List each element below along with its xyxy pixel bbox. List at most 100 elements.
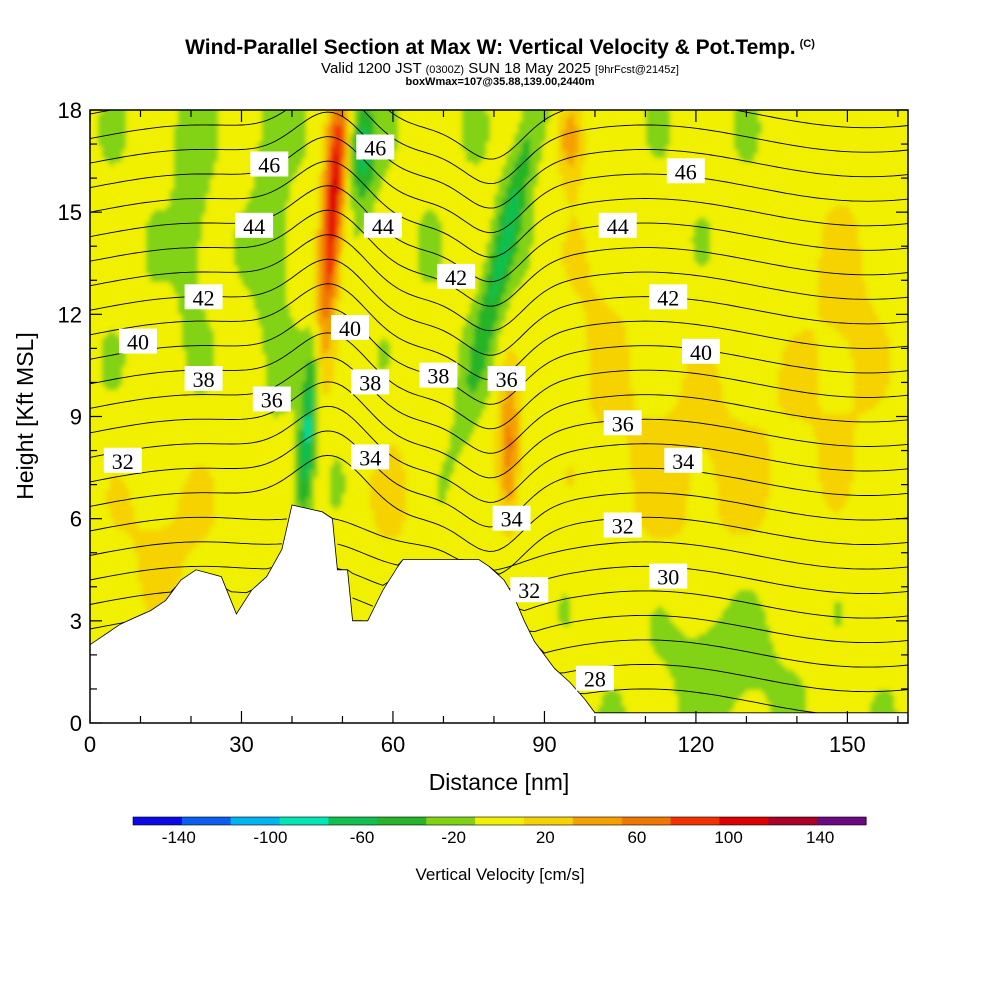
velocity-cell: [494, 150, 499, 155]
velocity-cell: [414, 178, 419, 183]
velocity-cell: [666, 198, 671, 203]
velocity-cell: [110, 174, 115, 179]
velocity-cell: [766, 118, 771, 123]
velocity-cell: [638, 114, 643, 119]
velocity-cell: [130, 162, 135, 167]
velocity-cell: [862, 198, 867, 203]
velocity-cell: [866, 146, 871, 151]
velocity-cell: [562, 138, 567, 143]
velocity-cell: [418, 134, 423, 139]
velocity-cell: [878, 162, 883, 167]
velocity-cell: [154, 134, 159, 139]
velocity-cell: [830, 138, 835, 143]
velocity-cell: [850, 158, 855, 163]
velocity-cell: [866, 138, 871, 143]
velocity-cell: [166, 134, 171, 139]
velocity-cell: [754, 154, 759, 159]
velocity-cell: [430, 190, 435, 195]
velocity-cell: [654, 186, 659, 191]
velocity-cell: [846, 134, 851, 139]
velocity-cell: [222, 182, 227, 187]
velocity-cell: [238, 150, 243, 155]
velocity-cell: [710, 146, 715, 151]
velocity-cell: [586, 130, 591, 135]
velocity-cell: [694, 190, 699, 195]
velocity-cell: [714, 138, 719, 143]
velocity-cell: [242, 142, 247, 147]
velocity-cell: [298, 182, 303, 187]
velocity-cell: [206, 150, 211, 155]
velocity-cell: [698, 194, 703, 199]
velocity-cell: [846, 118, 851, 123]
velocity-cell: [726, 118, 731, 123]
velocity-cell: [778, 194, 783, 199]
velocity-cell: [542, 198, 547, 203]
velocity-cell: [382, 170, 387, 175]
velocity-cell: [294, 194, 299, 199]
velocity-cell: [150, 190, 155, 195]
velocity-cell: [774, 178, 779, 183]
velocity-cell: [478, 142, 483, 147]
velocity-cell: [486, 130, 491, 135]
velocity-cell: [146, 186, 151, 191]
velocity-cell: [266, 126, 271, 131]
velocity-cell: [290, 146, 295, 151]
velocity-cell: [710, 162, 715, 167]
velocity-cell: [630, 190, 635, 195]
velocity-cell: [526, 170, 531, 175]
velocity-cell: [102, 198, 107, 203]
velocity-cell: [710, 150, 715, 155]
velocity-cell: [514, 158, 519, 163]
velocity-cell: [250, 134, 255, 139]
velocity-cell: [866, 122, 871, 127]
velocity-cell: [514, 186, 519, 191]
velocity-cell: [810, 134, 815, 139]
velocity-cell: [822, 154, 827, 159]
velocity-cell: [146, 122, 151, 127]
velocity-cell: [278, 194, 283, 199]
velocity-cell: [642, 142, 647, 147]
velocity-cell: [210, 122, 215, 127]
velocity-cell: [718, 194, 723, 199]
velocity-cell: [706, 118, 711, 123]
velocity-cell: [306, 182, 311, 187]
velocity-cell: [250, 138, 255, 143]
velocity-cell: [226, 186, 231, 191]
velocity-cell: [230, 114, 235, 119]
velocity-cell: [870, 118, 875, 123]
velocity-cell: [402, 182, 407, 187]
velocity-cell: [642, 154, 647, 159]
velocity-cell: [202, 174, 207, 179]
velocity-cell: [882, 130, 887, 135]
velocity-cell: [102, 126, 107, 131]
velocity-cell: [814, 190, 819, 195]
velocity-cell: [806, 190, 811, 195]
velocity-cell: [554, 198, 559, 203]
velocity-cell: [438, 166, 443, 171]
velocity-cell: [806, 150, 811, 155]
velocity-cell: [846, 150, 851, 155]
velocity-cell: [158, 154, 163, 159]
velocity-cell: [262, 186, 267, 191]
velocity-cell: [498, 122, 503, 127]
velocity-cell: [122, 186, 127, 191]
velocity-cell: [846, 178, 851, 183]
velocity-cell: [138, 142, 143, 147]
velocity-cell: [702, 130, 707, 135]
velocity-cell: [814, 198, 819, 203]
velocity-cell: [866, 114, 871, 119]
velocity-cell: [234, 158, 239, 163]
velocity-cell: [794, 134, 799, 139]
velocity-cell: [238, 166, 243, 171]
velocity-cell: [518, 158, 523, 163]
velocity-cell: [818, 178, 823, 183]
velocity-cell: [730, 138, 735, 143]
velocity-cell: [862, 134, 867, 139]
velocity-cell: [858, 198, 863, 203]
velocity-cell: [254, 190, 259, 195]
velocity-cell: [274, 130, 279, 135]
velocity-cell: [242, 150, 247, 155]
velocity-cell: [194, 194, 199, 199]
velocity-cell: [594, 122, 599, 127]
velocity-cell: [622, 150, 627, 155]
